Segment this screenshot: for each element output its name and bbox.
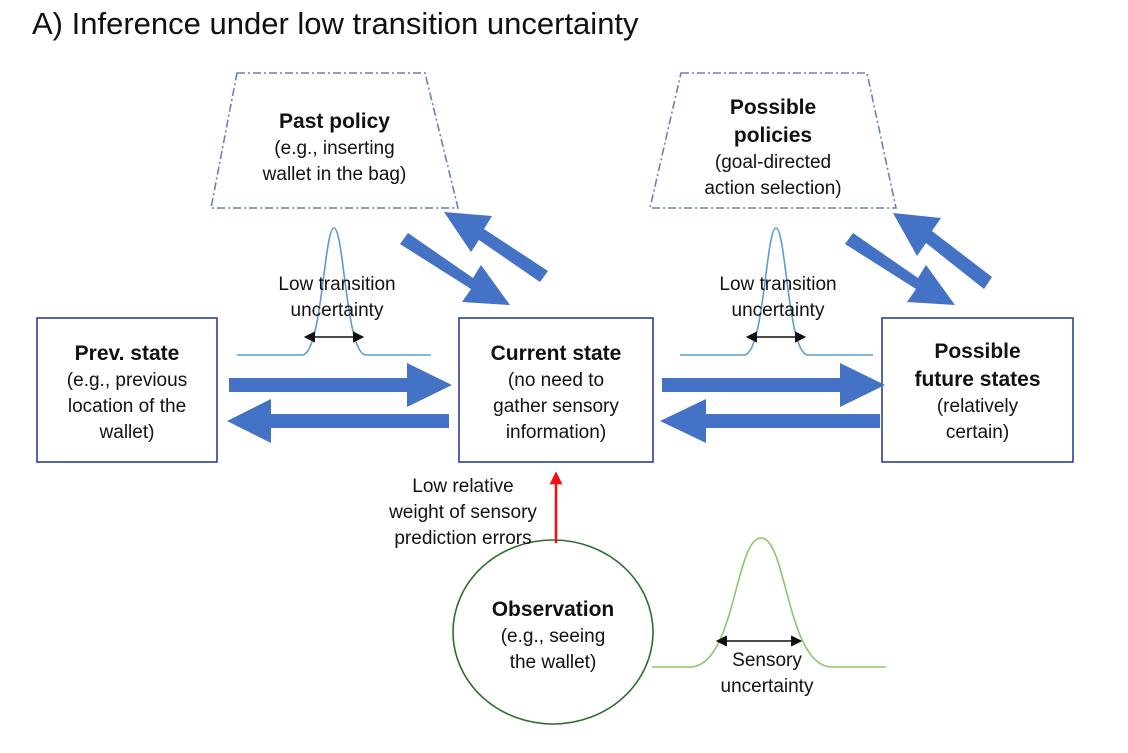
annotation-line: weight of sensory xyxy=(389,502,537,523)
prev-state-heading: Prev. state xyxy=(74,342,180,365)
possible-policies-heading: policies xyxy=(733,124,813,147)
past-policy-line: wallet in the bag) xyxy=(262,164,407,185)
current-state-label: Current state (no need to gather sensory… xyxy=(459,340,653,446)
prev-state-box xyxy=(36,317,218,463)
current-state-line: gather sensory xyxy=(493,396,619,417)
annotation-line: Low relative xyxy=(412,476,514,497)
possible-policies-line: (goal-directed xyxy=(714,152,832,173)
future-states-line: (relatively xyxy=(936,396,1019,417)
possible-policies-label: Possible policies (goal-directed action … xyxy=(650,94,896,202)
observation-circle xyxy=(452,539,654,725)
current-to-past-policy-arrow xyxy=(444,212,548,282)
possible-policies-to-future-arrow xyxy=(845,233,955,305)
current-state-box xyxy=(458,317,654,463)
past-policy-line: (e.g., inserting xyxy=(274,138,395,159)
future-states-heading: future states xyxy=(914,368,1041,391)
sensory-weight-label: Low relative weight of sensory predictio… xyxy=(365,474,561,552)
observation-heading: Observation xyxy=(491,598,615,621)
left-transition-uncertainty-label: Low transition uncertainty xyxy=(257,272,417,324)
current-to-future-arrow xyxy=(662,363,885,407)
current-state-heading: Current state xyxy=(490,342,622,365)
right-transition-uncertainty-label: Low transition uncertainty xyxy=(698,272,858,324)
past-policy-heading: Past policy xyxy=(279,110,390,133)
future-states-line: certain) xyxy=(945,422,1010,443)
possible-policies-heading: Possible xyxy=(729,96,817,119)
diagram-title: A) Inference under low transition uncert… xyxy=(32,6,639,41)
future-to-current-arrow xyxy=(660,399,880,443)
annotation-line: Low transition xyxy=(278,274,396,295)
prev-state-label: Prev. state (e.g., previous location of … xyxy=(37,340,217,446)
future-states-label: Possible future states (relatively certa… xyxy=(882,338,1073,446)
annotation-line: Sensory xyxy=(732,650,802,671)
past-policy-label: Past policy (e.g., inserting wallet in t… xyxy=(211,108,458,188)
current-state-line: information) xyxy=(505,422,607,443)
future-to-possible-policies-arrow xyxy=(893,213,992,289)
possible-policies-line: action selection) xyxy=(704,178,842,199)
sensory-uncertainty-label: Sensory uncertainty xyxy=(687,648,847,700)
annotation-line: prediction errors xyxy=(394,528,532,549)
prev-state-line: wallet) xyxy=(99,422,155,443)
past-policy-trapezoid xyxy=(210,72,460,209)
annotation-line: uncertainty xyxy=(720,676,814,697)
future-states-box xyxy=(881,317,1074,463)
future-states-heading: Possible xyxy=(934,340,1021,363)
prev-state-line: location of the xyxy=(67,396,187,417)
annotation-line: Low transition xyxy=(719,274,837,295)
current-state-line: (no need to xyxy=(507,370,605,391)
prev-state-line: (e.g., previous xyxy=(66,370,188,391)
possible-policies-trapezoid xyxy=(648,72,897,209)
past-policy-to-current-arrow xyxy=(400,233,510,305)
annotation-line: uncertainty xyxy=(290,300,384,321)
observation-line: the wallet) xyxy=(509,652,597,673)
observation-label: Observation (e.g., seeing the wallet) xyxy=(453,596,653,676)
annotation-line: uncertainty xyxy=(731,300,825,321)
observation-line: (e.g., seeing xyxy=(500,626,606,647)
current-to-prev-arrow xyxy=(227,399,449,443)
prev-to-current-arrow xyxy=(229,363,452,407)
